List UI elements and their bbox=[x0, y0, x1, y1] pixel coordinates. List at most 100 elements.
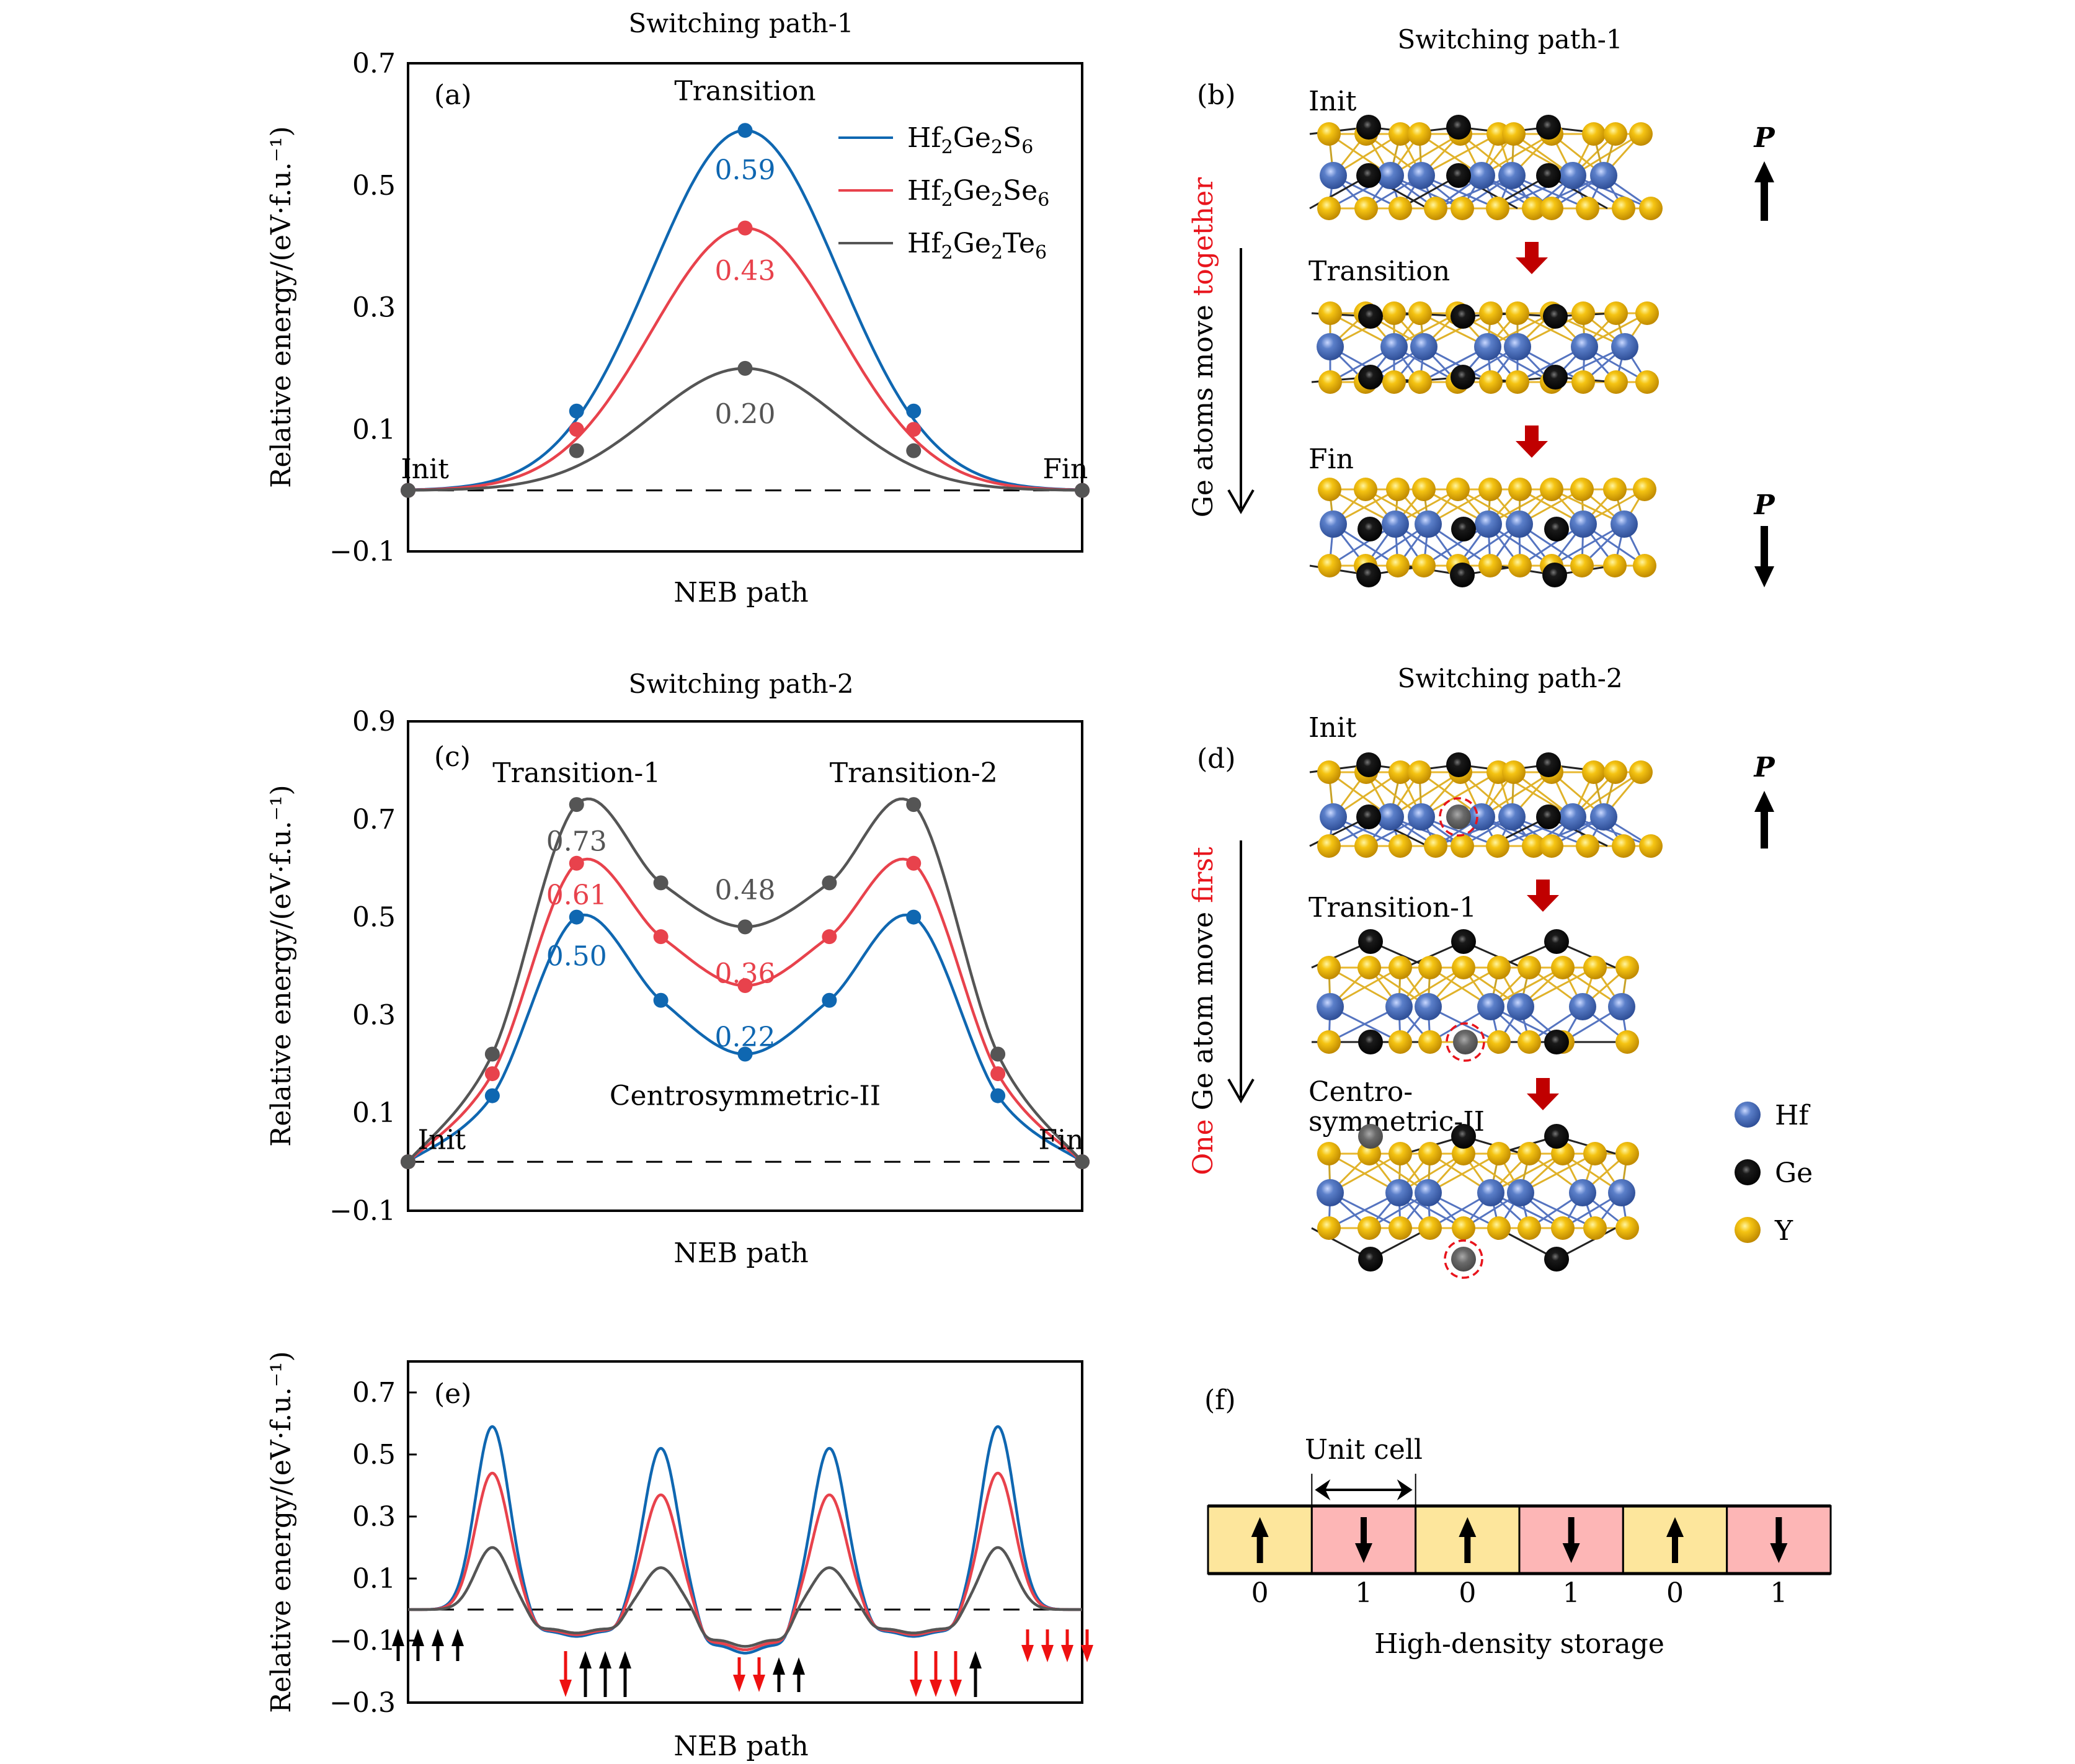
annotation-label: Init bbox=[418, 1125, 466, 1156]
arrow-head bbox=[910, 1680, 922, 1697]
bit-label: 1 bbox=[1563, 1577, 1580, 1609]
arrow-head bbox=[1061, 1645, 1073, 1662]
y-atom bbox=[1508, 554, 1532, 577]
series-line-Hf2Ge2Te6 bbox=[408, 1546, 1082, 1648]
data-point-Hf2Ge2Te6 bbox=[1075, 483, 1090, 498]
data-point-Hf2Ge2Te6 bbox=[822, 875, 837, 891]
atom-legend-label: Hf bbox=[1775, 1100, 1810, 1131]
chart-title-a: Switching path-1 bbox=[628, 8, 853, 38]
hf-atom bbox=[1385, 993, 1413, 1020]
data-point-Hf2Ge2Te6 bbox=[1075, 1154, 1090, 1170]
data-point-Hf2Ge2Se6 bbox=[906, 422, 922, 437]
dipole-arrow-down bbox=[910, 1651, 922, 1697]
hf-atom bbox=[1611, 333, 1638, 360]
arrow-head bbox=[1754, 791, 1774, 812]
ge-atom bbox=[1543, 304, 1568, 329]
y-atom bbox=[1540, 478, 1563, 501]
unit-cell-arrow-head-right bbox=[1397, 1479, 1413, 1500]
y-atom bbox=[1633, 554, 1656, 577]
ge-atom bbox=[1357, 517, 1382, 541]
data-point-Hf2Ge2S6 bbox=[484, 1088, 500, 1103]
y-atom bbox=[1478, 478, 1502, 501]
bond bbox=[1481, 771, 1552, 818]
y-tick-label: 0.9 bbox=[352, 706, 396, 737]
ge-atom bbox=[1536, 752, 1561, 777]
legend: Hf2Ge2S6 Hf2Ge2Se6 Hf2Ge2Te6 bbox=[838, 122, 1049, 264]
bit-label: 1 bbox=[1770, 1577, 1787, 1609]
dipole-arrow-up bbox=[969, 1651, 982, 1697]
dipole-arrow-up bbox=[619, 1651, 631, 1697]
annotation-label: Transition-1 bbox=[492, 757, 660, 789]
arrow-head bbox=[733, 1675, 745, 1692]
hf-atom bbox=[1559, 162, 1586, 189]
stage-transition-arrow bbox=[1527, 880, 1559, 912]
hf-atom bbox=[1571, 333, 1598, 360]
atom-legend: Hf Ge Y bbox=[1735, 1100, 1813, 1247]
y-atom bbox=[1354, 478, 1377, 501]
stage-label-b-init: Init bbox=[1309, 86, 1357, 117]
annotation-label: Transition-2 bbox=[830, 757, 998, 789]
y-axis-label-e: Relative energy/(eV·f.u.⁻¹) bbox=[265, 1351, 297, 1713]
bond bbox=[1421, 133, 1499, 177]
y-atom bbox=[1452, 1142, 1475, 1165]
hf-atom bbox=[1498, 803, 1526, 831]
arrow-head bbox=[599, 1651, 611, 1668]
data-point-Hf2Ge2Se6 bbox=[569, 422, 584, 437]
ge-atom bbox=[1358, 304, 1383, 329]
data-point-Hf2Ge2S6 bbox=[653, 992, 669, 1008]
hf-atom bbox=[1320, 803, 1347, 831]
y-atom bbox=[1604, 370, 1628, 394]
y-atom bbox=[1418, 1216, 1442, 1240]
polarization-arrow-down: P bbox=[1753, 489, 1775, 587]
y-atom bbox=[1446, 478, 1470, 501]
data-point-Hf2Ge2Se6 bbox=[737, 978, 753, 994]
y-axis-label-a: Relative energy/(eV·f.u.⁻¹) bbox=[265, 126, 297, 488]
hf-atom bbox=[1590, 162, 1617, 189]
arrow-shaft bbox=[1761, 181, 1768, 221]
y-atom bbox=[1317, 760, 1341, 784]
arrow-head bbox=[930, 1680, 942, 1697]
ge-atom bbox=[1451, 1247, 1476, 1272]
data-point-Hf2Ge2Se6 bbox=[990, 1066, 1006, 1082]
hf-atom bbox=[1559, 803, 1586, 831]
data-point-Hf2Ge2Se6 bbox=[822, 929, 837, 945]
x-axis-label-a: NEB path bbox=[673, 577, 808, 608]
stage-transition-arrow bbox=[1527, 1078, 1559, 1110]
data-point-Hf2Ge2S6 bbox=[906, 403, 922, 419]
panel-label-c: (c) bbox=[434, 741, 471, 773]
stage-transition-arrow bbox=[1516, 242, 1548, 274]
annotation-label: Fin bbox=[1042, 453, 1088, 485]
arrow-head bbox=[559, 1680, 572, 1697]
arrow-shaft bbox=[1256, 1535, 1263, 1563]
ge-atom bbox=[1544, 1030, 1569, 1054]
y-atom bbox=[1389, 1216, 1412, 1240]
y-atom bbox=[1629, 122, 1653, 146]
y-tick-label: 0.3 bbox=[352, 292, 396, 324]
y-atom bbox=[1317, 956, 1341, 979]
structure-title-d: Switching path-2 bbox=[1397, 663, 1622, 693]
y-atom bbox=[1408, 122, 1431, 146]
ge-atom bbox=[1358, 1124, 1383, 1149]
y-atom bbox=[1452, 956, 1475, 979]
ge-atom bbox=[1536, 804, 1561, 829]
data-point-Hf2Ge2Te6 bbox=[401, 483, 415, 498]
data-point-Hf2Ge2Se6 bbox=[484, 1066, 500, 1082]
dipole-arrow-up bbox=[773, 1657, 785, 1692]
y-atom bbox=[1487, 1142, 1511, 1165]
data-point-Hf2Ge2S6 bbox=[990, 1088, 1006, 1103]
ge-atom bbox=[1356, 563, 1381, 587]
y-atom bbox=[1424, 834, 1447, 858]
ge-atom bbox=[1453, 1030, 1478, 1054]
data-point-Hf2Ge2Te6 bbox=[906, 443, 922, 458]
storage-caption: High-density storage bbox=[1374, 1628, 1664, 1660]
side-caption-d: One Ge atom move first bbox=[1188, 847, 1219, 1175]
stage-label-b-transition: Transition bbox=[1309, 256, 1450, 287]
bond bbox=[1551, 523, 1625, 567]
hf-atom bbox=[1320, 510, 1347, 538]
y-atom bbox=[1386, 554, 1410, 577]
panel-label-a: (a) bbox=[434, 79, 472, 111]
bond bbox=[1520, 1152, 1596, 1194]
plot-area-c: −0.1 0.1 0.3 0.5 0.7 0.9 Transition-1 Transitio… bbox=[329, 706, 1090, 1227]
arrow-head bbox=[949, 1680, 962, 1697]
y-atom bbox=[1389, 197, 1412, 220]
